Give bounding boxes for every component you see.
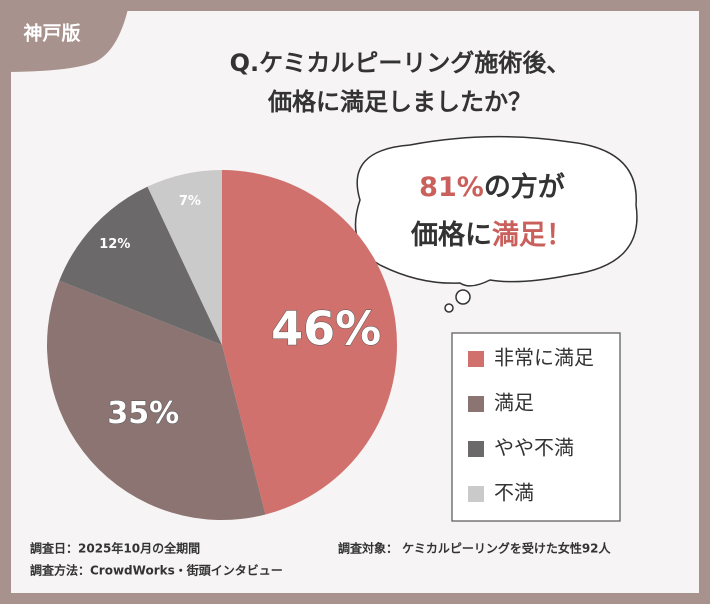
pie-slice (147, 170, 222, 345)
legend-swatch (468, 486, 484, 502)
slice-label: 7% (179, 194, 201, 209)
badge: 神戸版 (23, 22, 80, 45)
legend-label: 非常に満足 (494, 346, 594, 370)
bubble-text: 価格に満足！ (410, 220, 573, 251)
slice-label: 35% (107, 396, 179, 431)
legend-label: 不満 (494, 481, 534, 505)
pie: 46% 35% 12% 7% (46, 170, 397, 521)
bubble-text: 81%の方が (419, 171, 565, 203)
badge-shape (0, 0, 130, 72)
title: 価格に満足しましたか？ (267, 88, 532, 116)
legend-label: やや不満 (494, 436, 574, 460)
bubble-body (354, 135, 638, 287)
speech-bubble (354, 135, 638, 313)
slice-label: 46% (271, 301, 381, 355)
footer-note: 調査日：2025年10月の全期間 (30, 541, 200, 556)
legend-label: 満足 (494, 391, 534, 415)
bubble-text-part: 81% (419, 172, 484, 203)
bubble-dot (455, 289, 471, 305)
title: Q.ケミカルピーリング施術後、 (230, 49, 571, 77)
bubble-dot (444, 303, 454, 313)
legend-swatch (468, 441, 484, 457)
pie-slice (222, 170, 397, 515)
bubble-text-part: 満足！ (492, 220, 573, 251)
pie-slice (59, 186, 222, 345)
bubble-text-part: の方が (484, 171, 565, 203)
footer-note: 調査方法：CrowdWorks・街頭インタビュー (30, 563, 283, 578)
pie-slice (46, 280, 266, 521)
slice-label: 12% (99, 237, 130, 252)
legend-swatch (468, 351, 484, 367)
legend-swatch (468, 396, 484, 412)
bubble-text-part: 価格に (410, 220, 492, 251)
footer-note: 調査対象： ケミカルピーリングを受けた女性92人 (338, 541, 612, 556)
